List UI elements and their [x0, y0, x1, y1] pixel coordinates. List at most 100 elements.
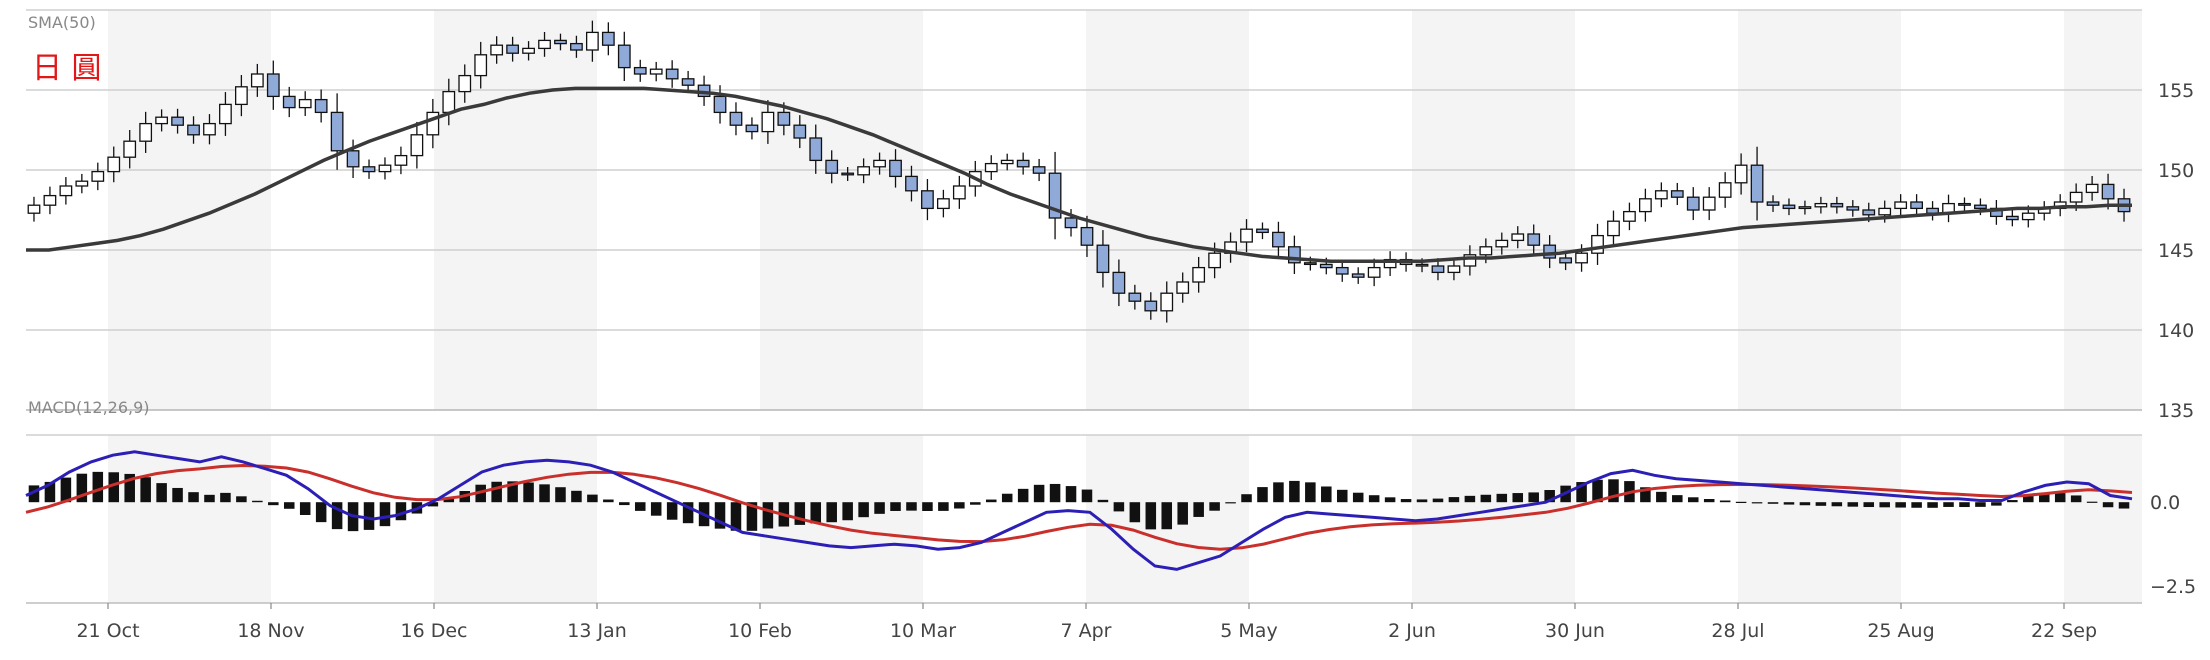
candle-down — [362, 166, 376, 173]
candle-down — [1910, 201, 1924, 210]
candle-up — [1208, 252, 1222, 269]
macd-histogram-bar — [1001, 493, 1013, 503]
macd-histogram-bar — [603, 499, 614, 503]
macd-histogram-bar — [794, 502, 806, 525]
candle-down — [1958, 202, 1971, 206]
macd-histogram-bar — [1464, 495, 1476, 503]
sma-line — [26, 86, 2132, 263]
macd-tick-label: 0.0 — [2150, 492, 2180, 514]
candle-down — [570, 42, 583, 51]
candle-up — [474, 54, 488, 77]
candle-up — [936, 198, 950, 210]
candle-up — [1495, 239, 1509, 248]
macd-histogram-bar — [1336, 489, 1348, 503]
candle-up — [43, 194, 57, 206]
candle-down — [554, 39, 567, 45]
x-tick-label: 7 Apr — [1061, 620, 1112, 642]
macd-histogram-bar — [140, 477, 151, 503]
macd-histogram-bar — [331, 502, 343, 530]
macd-histogram-bar — [1847, 502, 1859, 507]
macd-histogram-bar — [938, 502, 949, 511]
candle-down — [825, 159, 839, 174]
macd-histogram-bar — [1305, 482, 1316, 503]
macd-histogram-bar — [587, 494, 598, 503]
macd-histogram-bar — [1289, 480, 1300, 503]
macd-histogram-bar — [826, 502, 837, 523]
axis-labels: 135 140 145 150 155 0.0 −2.5 21 Oct 18 Nov 16 Dec… — [76, 80, 2196, 642]
macd-histogram-bar — [1943, 502, 1954, 507]
macd-histogram-bar — [283, 502, 295, 509]
macd-histogram-bar — [1416, 499, 1428, 503]
macd-histogram-bar — [1672, 495, 1683, 503]
candle-down — [266, 73, 280, 98]
candle-up — [2069, 191, 2083, 203]
macd-histogram-bar — [842, 502, 853, 521]
macd-histogram-bar — [1975, 502, 1986, 507]
macd-histogram-bar — [1544, 490, 1555, 503]
candle-up — [1814, 202, 1828, 208]
macd-histogram-bar — [1225, 502, 1236, 504]
macd-histogram-bar — [1017, 488, 1029, 503]
macd-histogram-bar — [1656, 491, 1667, 503]
macd-tick-label: −2.5 — [2150, 576, 2196, 598]
macd-histogram-bar — [507, 481, 518, 503]
macd-panel — [25, 450, 2133, 571]
macd-histogram-bar — [236, 496, 247, 503]
price-tick-label: 155 — [2158, 80, 2194, 102]
candle-up — [298, 98, 312, 109]
macd-histogram-bar — [682, 502, 694, 524]
candle-down — [346, 150, 360, 168]
candle-down — [617, 44, 631, 69]
macd-histogram-bar — [1161, 502, 1173, 530]
macd-histogram-bar — [76, 473, 88, 503]
candle-up — [1160, 292, 1174, 312]
candle-down — [601, 31, 615, 46]
macd-histogram-bar — [1113, 502, 1125, 512]
candle-down — [1974, 204, 1987, 210]
macd-histogram-bar — [1640, 487, 1651, 503]
candle-up — [649, 68, 663, 75]
candle-down — [809, 137, 823, 162]
macd-histogram-bar — [1592, 479, 1603, 503]
macd-band — [434, 435, 597, 603]
macd-histogram-bar — [1895, 502, 1906, 508]
candle-down — [793, 124, 807, 139]
candle-down — [713, 95, 727, 114]
macd-signal-line — [25, 463, 2133, 551]
candle-down — [187, 124, 200, 136]
macd-histogram-bar — [1097, 499, 1109, 503]
price-band — [434, 10, 597, 410]
candle-down — [2005, 215, 2019, 221]
x-tick-label: 10 Feb — [728, 620, 792, 642]
candle-down — [1144, 300, 1158, 312]
macd-histogram-bar — [1991, 502, 2002, 506]
candle-down — [506, 44, 520, 54]
macd-histogram-bar — [539, 484, 550, 503]
candle-down — [282, 95, 296, 109]
macd-histogram-bar — [28, 485, 40, 503]
macd-histogram-bar — [1751, 502, 1763, 504]
macd-histogram-bar — [650, 502, 662, 516]
macd-histogram-bar — [746, 502, 758, 531]
macd-histogram-bar — [108, 472, 120, 503]
macd-histogram-bar — [1368, 495, 1380, 503]
macd-histogram-bar — [619, 502, 630, 506]
candle-down — [681, 78, 695, 86]
candle-up — [1702, 196, 1716, 211]
week-bands — [108, 10, 2142, 603]
candle-up — [1734, 164, 1748, 184]
x-tick-label: 13 Jan — [567, 620, 627, 642]
candle-up — [1591, 234, 1604, 254]
macd-histogram-bar — [890, 502, 901, 511]
candle-down — [1415, 263, 1429, 267]
macd-histogram-bar — [379, 502, 391, 527]
candle-down — [1862, 209, 1876, 216]
macd-histogram-bar — [220, 492, 231, 503]
candle-up — [1511, 233, 1525, 242]
candle-down — [2101, 183, 2115, 200]
candle-up — [1623, 210, 1636, 222]
x-tick-label: 25 Aug — [1867, 620, 1934, 642]
candle-down — [905, 175, 918, 192]
macd-histogram-bar — [2054, 493, 2066, 503]
